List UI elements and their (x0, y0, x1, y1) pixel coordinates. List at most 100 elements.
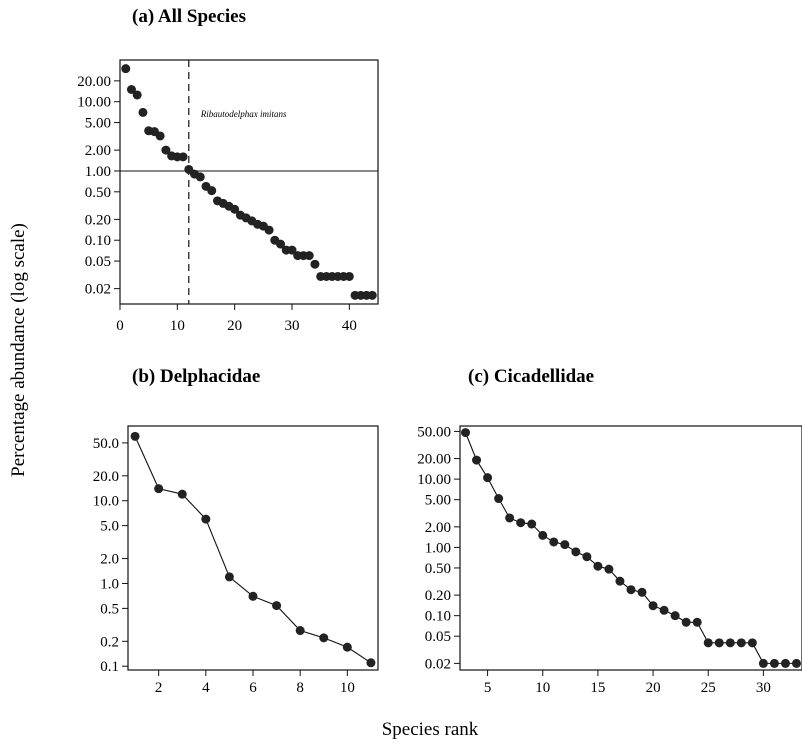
x-tick-label: 20 (646, 680, 661, 696)
y-tick-label: 0.50 (425, 561, 451, 577)
x-tick-label: 8 (296, 680, 304, 696)
data-point (714, 638, 724, 648)
y-tick-label: 1.0 (100, 576, 119, 592)
data-point (780, 658, 790, 668)
data-point (319, 633, 329, 643)
y-tick-label: 0.20 (85, 212, 111, 228)
panel-b-plot: 50.0 20.0 10.0 5.0 2.0 1.0 0.5 0.2 0.1 2 4 6 8 10 (93, 425, 379, 696)
y-tick-label: 10.0 (93, 494, 119, 510)
data-point (154, 484, 164, 494)
panel-b-frame (127, 425, 379, 671)
data-point (207, 186, 217, 196)
y-tick-label: 0.10 (85, 233, 111, 249)
data-point (791, 658, 801, 668)
data-point (505, 513, 515, 523)
panel-a-frame (119, 59, 379, 305)
data-point (703, 638, 713, 648)
data-point (494, 494, 504, 504)
data-point (121, 64, 131, 74)
panel-a-plot: 20.00 10.00 5.00 2.00 1.00 0.50 0.20 0.10 0.05 0.… (77, 59, 379, 334)
data-point (130, 431, 140, 441)
data-point (178, 152, 188, 162)
data-point (472, 455, 482, 465)
y-tick-label: 0.2 (100, 634, 119, 650)
data-point (304, 251, 314, 261)
x-tick-label: 30 (285, 318, 300, 334)
data-point (538, 530, 548, 540)
y-tick-label: 20.00 (77, 74, 111, 90)
x-tick-label: 2 (155, 680, 163, 696)
data-point (366, 658, 376, 668)
data-point (138, 107, 148, 117)
y-tick-label: 0.02 (425, 656, 451, 672)
y-tick-label: 0.02 (85, 282, 111, 298)
data-point (132, 90, 142, 100)
x-tick-label: 15 (590, 680, 605, 696)
data-point (516, 518, 526, 528)
data-point (344, 271, 354, 281)
panel-a-title: (a) All Species (132, 6, 246, 27)
series-line (134, 436, 372, 664)
y-tick-label: 0.50 (85, 185, 111, 201)
data-point (659, 605, 669, 615)
data-point (648, 601, 658, 611)
data-point (681, 617, 691, 627)
data-point (604, 564, 614, 574)
y-tick-label: 5.0 (100, 519, 119, 535)
y-tick-label: 0.5 (100, 601, 119, 617)
x-tick-label: 20 (227, 318, 242, 334)
y-tick-label: 5.00 (425, 493, 451, 509)
data-point (195, 172, 205, 182)
y-axis-label: Percentage abundance (log scale) (8, 223, 29, 477)
y-tick-label: 10.00 (417, 472, 451, 488)
x-tick-label: 30 (756, 680, 771, 696)
y-tick-label: 0.05 (425, 629, 451, 645)
data-point (626, 585, 636, 595)
data-point (276, 239, 286, 249)
data-point (264, 225, 274, 235)
x-tick-label: 25 (701, 680, 716, 696)
data-point (527, 519, 537, 529)
y-tick-label: 20.00 (417, 452, 451, 468)
data-point (571, 547, 581, 557)
species-annotation: Ribautodelphax imitans (200, 109, 287, 119)
data-point (342, 642, 352, 652)
x-tick-label: 0 (116, 318, 124, 334)
y-tick-label: 50.0 (93, 436, 119, 452)
data-point (615, 576, 625, 586)
data-point (177, 489, 187, 499)
x-tick-label: 10 (340, 680, 355, 696)
panel-c-frame (459, 425, 802, 671)
y-tick-label: 1.00 (425, 540, 451, 556)
data-point (725, 638, 735, 648)
data-point (248, 591, 258, 601)
data-point (736, 638, 746, 648)
data-point (670, 611, 680, 621)
x-tick-label: 4 (202, 680, 210, 696)
panel-c-title: (c) Cicadellidae (468, 366, 594, 387)
x-tick-label: 40 (342, 318, 357, 334)
data-point (310, 259, 320, 269)
x-tick-label: 10 (535, 680, 550, 696)
data-point (769, 658, 779, 668)
data-point (126, 85, 136, 95)
panel-b-title: (b) Delphacidae (132, 366, 260, 387)
data-point (758, 658, 768, 668)
x-tick-label: 10 (170, 318, 185, 334)
x-tick-label: 6 (249, 680, 257, 696)
data-point (483, 473, 493, 483)
data-point (461, 428, 471, 438)
y-tick-label: 5.00 (85, 116, 111, 132)
data-point (367, 290, 377, 300)
data-point (224, 572, 234, 582)
y-tick-label: 0.10 (425, 609, 451, 625)
data-point (593, 561, 603, 571)
y-tick-label: 0.05 (85, 254, 111, 270)
x-tick-label: 5 (484, 680, 492, 696)
y-tick-label: 2.00 (85, 143, 111, 159)
y-tick-label: 50.00 (417, 424, 451, 440)
series-line (465, 432, 797, 664)
y-tick-label: 10.00 (77, 95, 111, 111)
y-tick-label: 0.1 (100, 659, 119, 675)
